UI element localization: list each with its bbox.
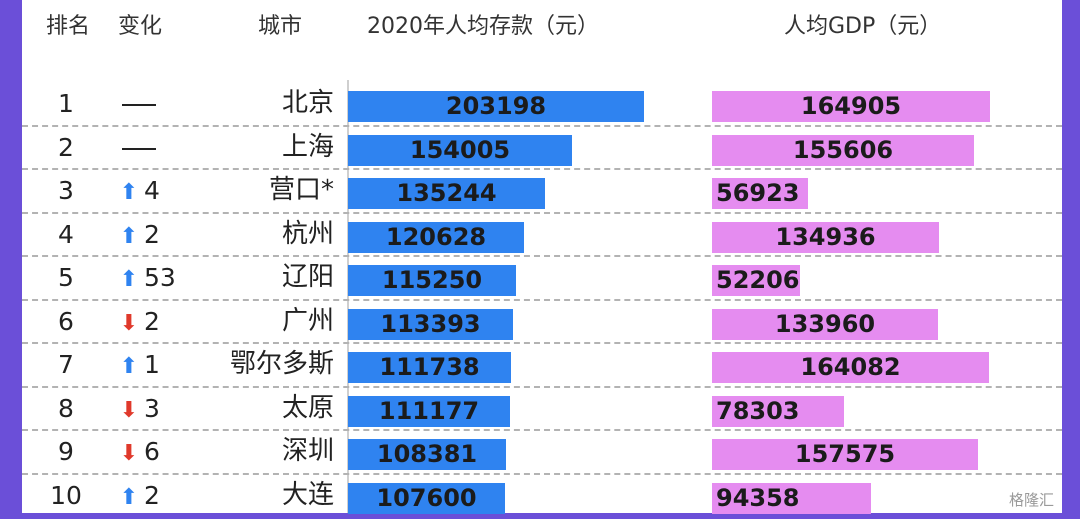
gdp-bar: 78303 <box>712 396 844 427</box>
arrow-down-icon: ⬇ <box>118 432 140 476</box>
gdp-bar: 52206 <box>712 265 800 296</box>
city-label: 广州 <box>212 300 334 344</box>
arrow-up-icon: ⬆ <box>118 345 140 389</box>
table-row: 4 ⬆2 杭州 120628 134936 <box>22 213 1062 257</box>
city-label: 北京 <box>212 82 334 126</box>
gdp-bar: 164082 <box>712 352 989 383</box>
gdp-bar: 94358 <box>712 483 871 514</box>
rank-change-value: 2 <box>144 220 160 249</box>
city-label: 辽阳 <box>212 256 334 300</box>
rank-label: 9 <box>36 430 96 474</box>
deposit-bar: 113393 <box>348 309 513 340</box>
deposit-bar: 108381 <box>348 439 506 470</box>
rank-change-value: 53 <box>144 263 176 292</box>
gdp-bar: 164905 <box>712 91 990 122</box>
rank-label: 4 <box>36 213 96 257</box>
watermark-logo: 格隆汇 <box>1005 488 1058 511</box>
arrow-down-icon: ⬇ <box>118 389 140 433</box>
rank-label: 6 <box>36 300 96 344</box>
deposit-bar: 120628 <box>348 222 524 253</box>
rank-change-value: 3 <box>144 394 160 423</box>
table-row: 6 ⬇2 广州 113393 133960 <box>22 300 1062 344</box>
table-row: 9 ⬇6 深圳 108381 157575 <box>22 430 1062 474</box>
rank-label: 10 <box>36 474 96 518</box>
arrow-up-icon: ⬆ <box>118 476 140 519</box>
rank-change-value: 1 <box>144 350 160 379</box>
gdp-bar: 157575 <box>712 439 978 470</box>
city-label: 上海 <box>212 126 334 170</box>
gdp-bar: 133960 <box>712 309 938 340</box>
deposit-bar: 154005 <box>348 135 572 166</box>
rank-label: 1 <box>36 82 96 126</box>
deposit-bar: 203198 <box>348 91 644 122</box>
arrow-down-icon: ⬇ <box>118 302 140 346</box>
rank-change-value: 2 <box>144 481 160 510</box>
ranking-panel: 排名 变化 城市 2020年人均存款（元） 人均GDP（元） 1 北京 203198… <box>22 0 1062 513</box>
table-row: 3 ⬆4 营口* 135244 56923 <box>22 169 1062 213</box>
deposit-bar: 115250 <box>348 265 516 296</box>
city-label: 营口* <box>212 169 334 213</box>
no-change-dash-icon <box>122 104 156 106</box>
arrow-up-icon: ⬆ <box>118 258 140 302</box>
no-change-dash-icon <box>122 148 156 150</box>
rank-change-value: 2 <box>144 307 160 336</box>
table-row: 8 ⬇3 太原 111177 78303 <box>22 387 1062 431</box>
arrow-up-icon: ⬆ <box>118 171 140 215</box>
deposit-bar: 135244 <box>348 178 545 209</box>
city-label: 杭州 <box>212 213 334 257</box>
deposit-bar: 107600 <box>348 483 505 514</box>
header-rank: 排名 <box>46 12 90 42</box>
deposit-bar: 111738 <box>348 352 511 383</box>
rank-label: 5 <box>36 256 96 300</box>
rank-change-value: 6 <box>144 437 160 466</box>
table-row: 10 ⬆2 大连 107600 94358 <box>22 474 1062 518</box>
rank-label: 3 <box>36 169 96 213</box>
table-row: 5 ⬆53 辽阳 115250 52206 <box>22 256 1062 300</box>
arrow-up-icon: ⬆ <box>118 215 140 259</box>
city-label: 太原 <box>212 387 334 431</box>
gdp-bar: 134936 <box>712 222 939 253</box>
table-row: 2 上海 154005 155606 <box>22 126 1062 170</box>
city-label: 大连 <box>212 474 334 518</box>
table-row: 1 北京 203198 164905 <box>22 82 1062 126</box>
city-label: 鄂尔多斯 <box>212 343 334 387</box>
rank-label: 7 <box>36 343 96 387</box>
gdp-bar: 155606 <box>712 135 974 166</box>
gdp-bar: 56923 <box>712 178 808 209</box>
city-label: 深圳 <box>212 430 334 474</box>
deposit-bar: 111177 <box>348 396 510 427</box>
header-change: 变化 <box>118 12 162 42</box>
table-row: 7 ⬆1 鄂尔多斯 111738 164082 <box>22 343 1062 387</box>
rank-change-value: 4 <box>144 176 160 205</box>
header-city: 城市 <box>258 12 302 42</box>
rank-label: 8 <box>36 387 96 431</box>
header-gdp: 人均GDP（元） <box>784 12 941 42</box>
header-deposit: 2020年人均存款（元） <box>367 12 599 42</box>
rank-label: 2 <box>36 126 96 170</box>
